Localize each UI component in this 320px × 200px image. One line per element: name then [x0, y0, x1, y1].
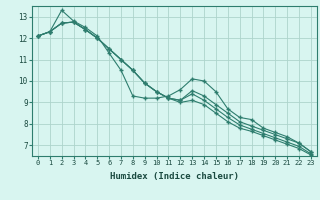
X-axis label: Humidex (Indice chaleur): Humidex (Indice chaleur) — [110, 172, 239, 181]
